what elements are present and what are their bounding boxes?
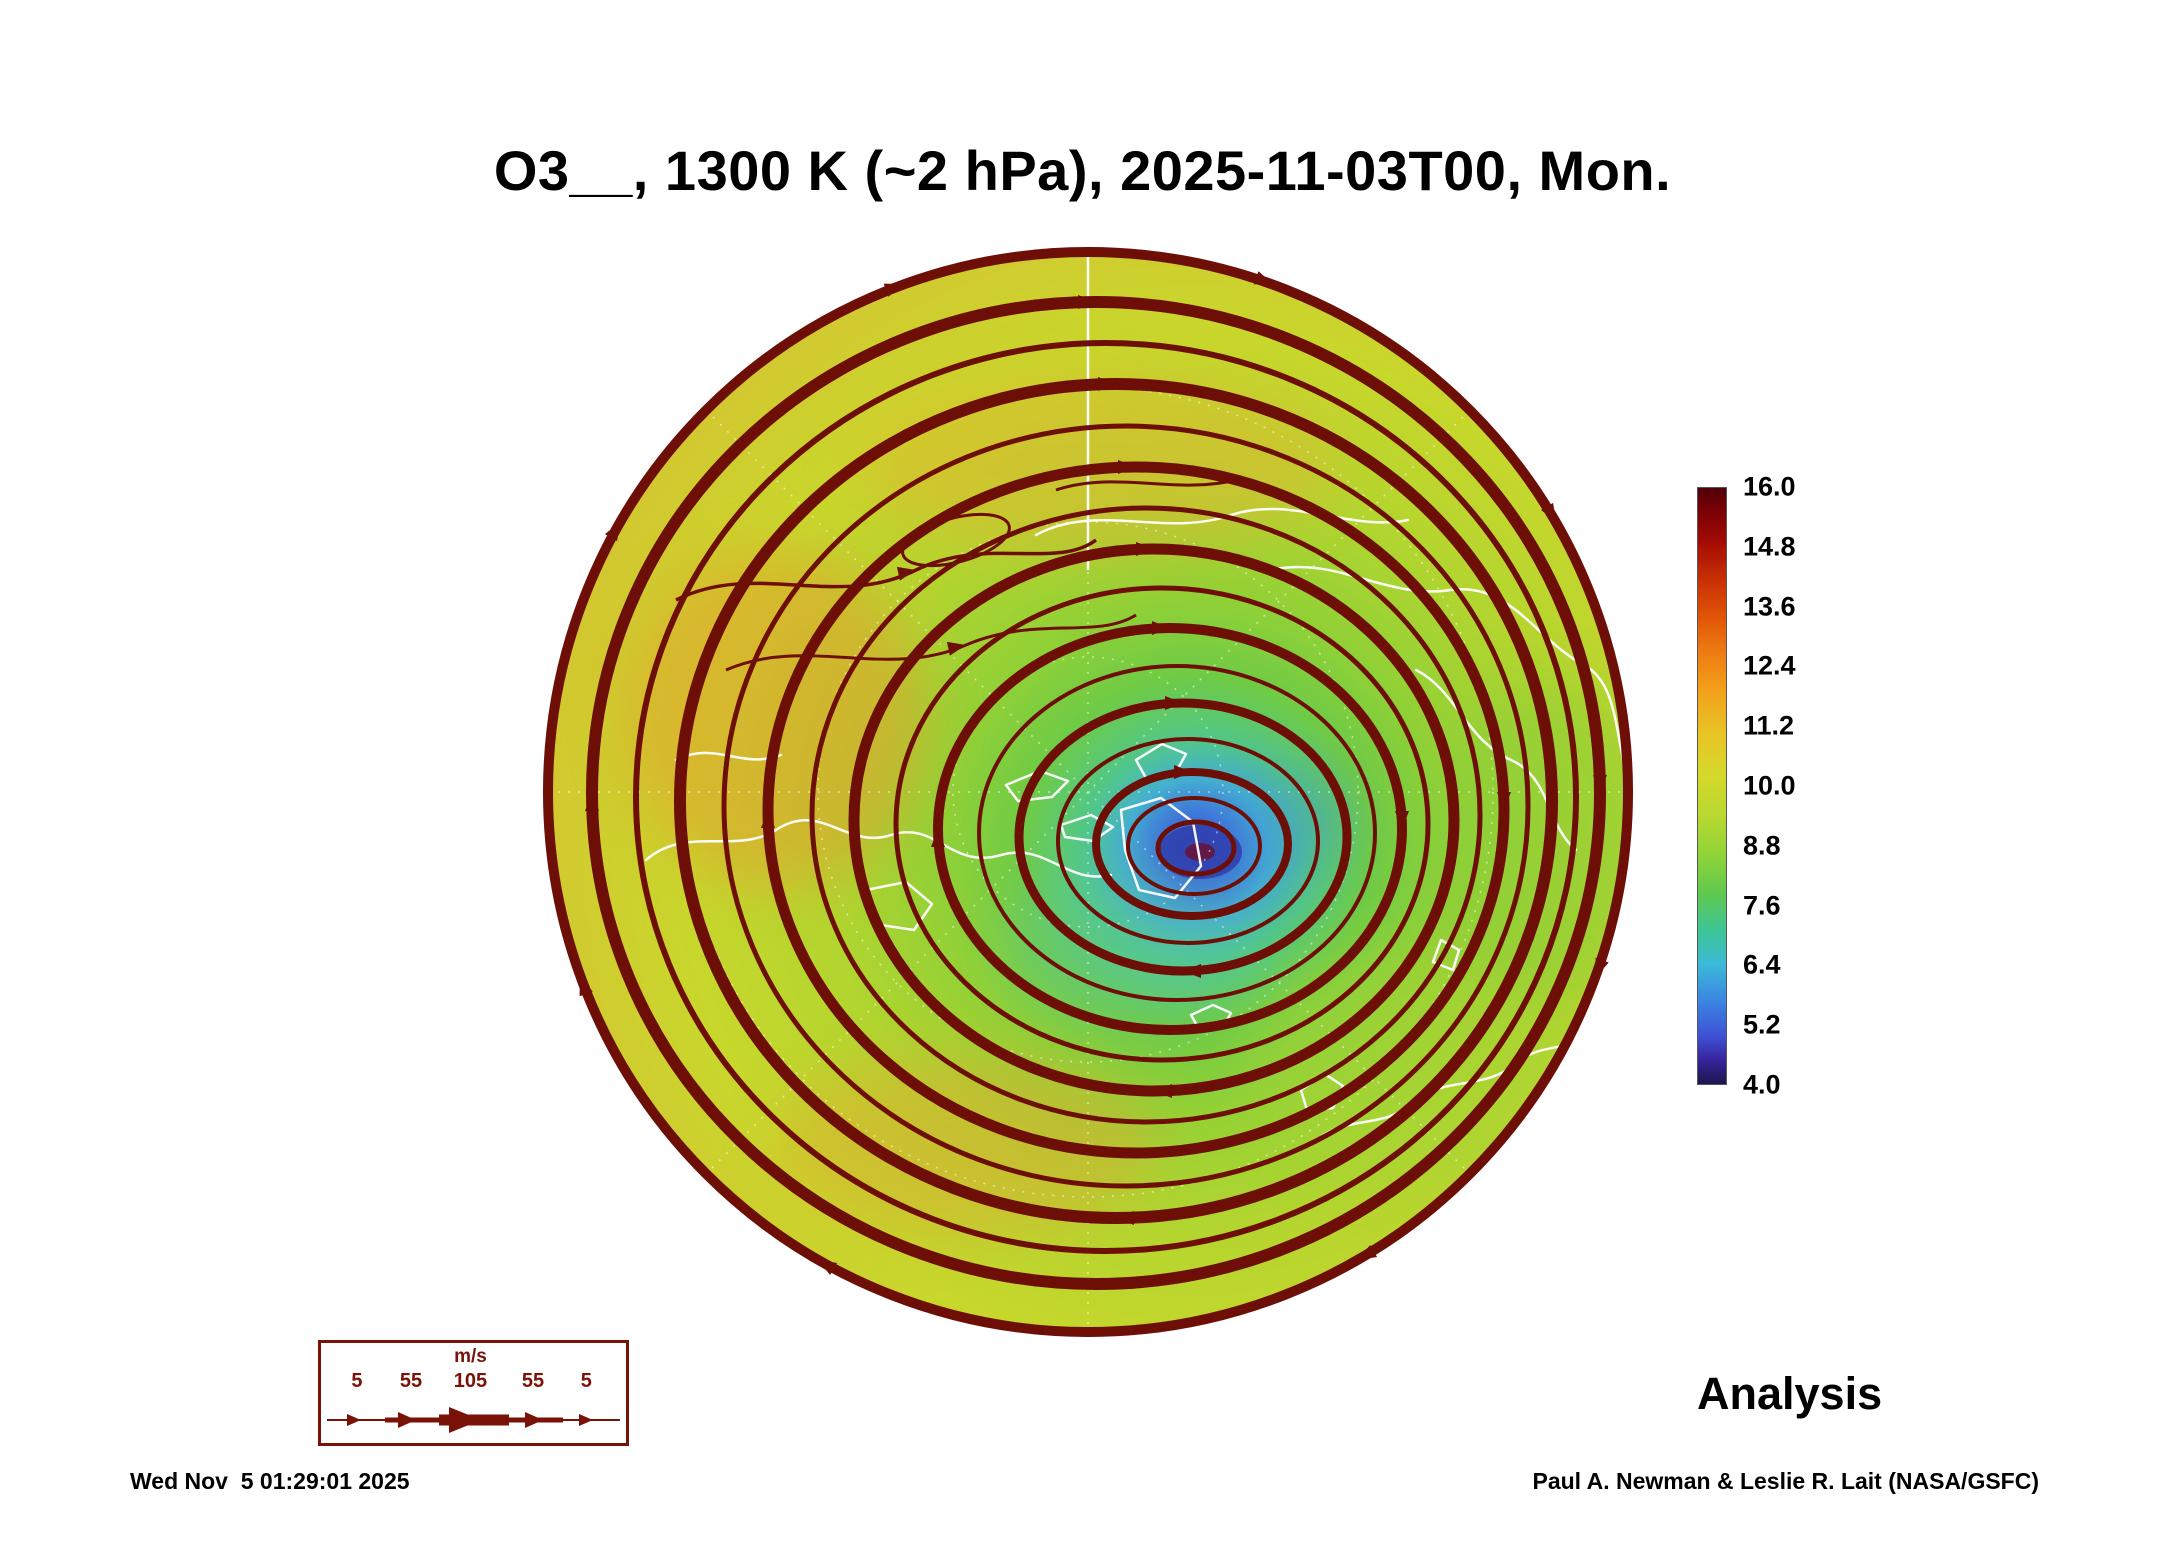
colorbar: 16.0 14.8 13.6 12.4 11.2 10.0 8.8 7.6 6.… <box>1697 472 1917 1100</box>
plot-title: O3__, 1300 K (~2 hPa), 2025-11-03T00, Mo… <box>493 139 1672 202</box>
map-rim <box>543 247 1633 1337</box>
colorbar-tick-label: 14.8 <box>1743 531 1796 562</box>
wind-legend-tick: 55 <box>399 1370 423 1392</box>
wind-legend-tick: 5 <box>580 1370 592 1392</box>
colorbar-tick-label: 10.0 <box>1743 770 1796 801</box>
wind-legend-tick: 105 <box>453 1370 488 1392</box>
polar-map <box>543 247 1633 1337</box>
colorbar-tick-label: 6.4 <box>1743 949 1781 980</box>
colorbar-tick-label: 8.8 <box>1743 830 1781 861</box>
analysis-label: Analysis <box>1697 1368 1883 1419</box>
wind-legend-arrow-scale <box>327 1407 620 1433</box>
colorbar-tick-label: 5.2 <box>1743 1009 1781 1040</box>
colorbar-tick-label: 11.2 <box>1743 710 1795 741</box>
credit-text: Paul A. Newman & Leslie R. Lait (NASA/GS… <box>1532 1468 2039 1494</box>
wind-legend-tick: 55 <box>521 1370 545 1392</box>
rim-arrows <box>579 271 1609 1276</box>
colorbar-tick-label: 7.6 <box>1743 890 1781 921</box>
wind-legend-units: m/s <box>454 1346 487 1367</box>
colorbar-tick-label: 12.4 <box>1743 650 1796 681</box>
streamline-arrows <box>585 295 1607 1225</box>
wind-legend-tick: 5 <box>351 1370 363 1392</box>
colorbar-gradient <box>1697 487 1727 1085</box>
colorbar-tick-label: 4.0 <box>1743 1069 1781 1100</box>
generation-timestamp: Wed Nov 5 01:29:01 2025 <box>130 1468 410 1494</box>
wind-speed-legend: m/s 5 55 105 55 5 <box>318 1340 629 1446</box>
colorbar-tick-label: 13.6 <box>1743 591 1796 622</box>
colorbar-tick-label: 16.0 <box>1743 471 1796 502</box>
